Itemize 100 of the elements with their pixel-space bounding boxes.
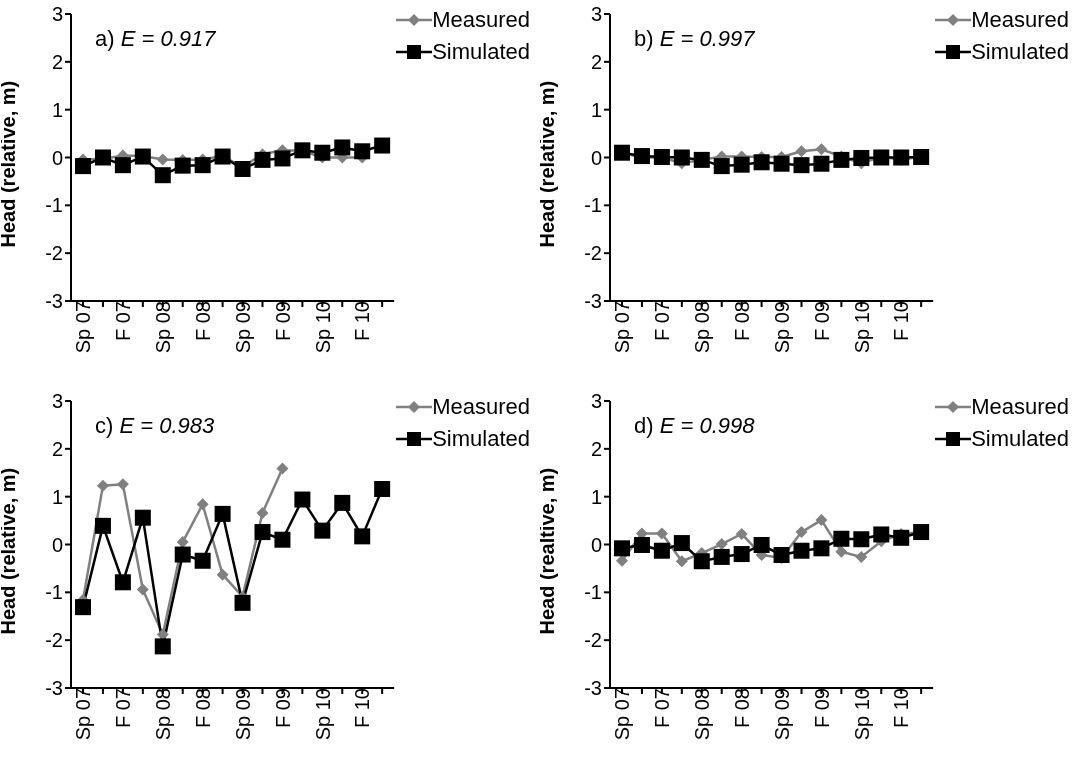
annotation: d) E = 0.998 [634,413,755,438]
point [334,139,351,156]
y-tick-label: 3 [590,390,602,413]
y-tick-label: 2 [51,50,63,73]
x-tick-label: F 10 [890,688,913,729]
point [813,540,830,557]
point [833,530,850,547]
point [773,155,790,172]
y-tick-label: -1 [45,581,63,604]
point [633,536,650,553]
point [733,156,750,173]
point [815,514,828,527]
point [256,506,269,519]
point [174,157,191,174]
point [216,568,229,581]
y-axis-title: Head (relative, m) [0,80,20,248]
y-tick-label: 1 [51,98,63,121]
y-tick-label: -3 [584,290,602,313]
point [893,529,910,546]
point [793,542,810,559]
x-tick-label: F 07 [112,688,135,729]
point [873,526,890,543]
x-tick-label: Sp 10 [850,301,873,354]
y-tick-label: -2 [45,629,63,652]
point [655,527,668,540]
legend-label: Simulated [432,425,530,453]
x-tick-label: Sp 08 [690,688,713,741]
x-tick-label: Sp 10 [311,688,334,741]
y-tick-label: -3 [45,677,63,700]
x-tick-label: F 10 [351,301,374,342]
y-tick-label: 0 [590,146,602,169]
annotation: a) E = 0.917 [95,26,216,51]
point [314,522,331,539]
x-tick-label: F 10 [890,301,913,342]
point [94,517,111,534]
y-tick-label: -2 [45,242,63,265]
y-tick-label: -3 [584,677,602,700]
point [114,157,131,174]
y-tick-label: 1 [590,485,602,508]
point [374,481,391,498]
x-tick-label: Sp 08 [151,301,174,354]
x-tick-label: Sp 08 [690,301,713,354]
x-tick-label: Sp 09 [231,688,254,741]
y-tick-label: 0 [590,533,602,556]
point [835,545,848,558]
point [733,546,750,563]
y-tick-label: 3 [51,390,63,413]
point [753,536,770,553]
x-tick-label: F 07 [651,688,674,729]
point [713,158,730,175]
point [374,137,391,154]
x-tick-label: F 08 [191,688,214,729]
legend-label: Measured [971,6,1069,34]
point [174,546,191,563]
point [194,552,211,569]
point [735,527,748,540]
point [116,478,129,491]
y-tick-label: -2 [584,629,602,652]
point [795,145,808,158]
point [815,143,828,156]
x-tick-label: Sp 10 [311,301,334,354]
point [675,555,688,568]
point [234,594,251,611]
point [833,151,850,168]
point [795,526,808,539]
point [154,638,171,655]
y-tick-label: 3 [590,3,602,26]
x-tick-label: Sp 07 [72,301,95,354]
y-tick-label: -1 [45,194,63,217]
x-tick-label: F 09 [810,301,833,342]
x-tick-label: F 08 [730,301,753,342]
point [753,154,770,171]
y-tick-label: 0 [51,146,63,169]
x-tick-label: Sp 10 [850,688,873,741]
y-tick-label: 1 [51,485,63,508]
point [154,167,171,184]
y-tick-label: -1 [584,581,602,604]
point [114,574,131,591]
y-axis-title: Head (relative, m) [536,80,559,248]
point [855,550,868,563]
point [673,535,690,552]
point [254,151,271,168]
x-tick-label: F 09 [810,688,833,729]
point [274,150,291,167]
point [75,599,91,616]
x-tick-label: F 10 [351,688,374,729]
x-tick-label: F 07 [112,301,135,342]
point [853,531,870,548]
point [294,491,311,508]
y-tick-label: 0 [51,533,63,556]
point [713,548,730,565]
y-tick-label: -3 [45,290,63,313]
y-axis-title: Head (relative, m) [0,467,20,635]
point [354,528,371,545]
point [134,509,151,526]
y-tick-label: 2 [590,437,602,460]
x-tick-label: Sp 07 [611,688,634,741]
x-tick-label: Sp 09 [770,301,793,354]
x-tick-label: F 08 [191,301,214,342]
point [156,153,169,166]
